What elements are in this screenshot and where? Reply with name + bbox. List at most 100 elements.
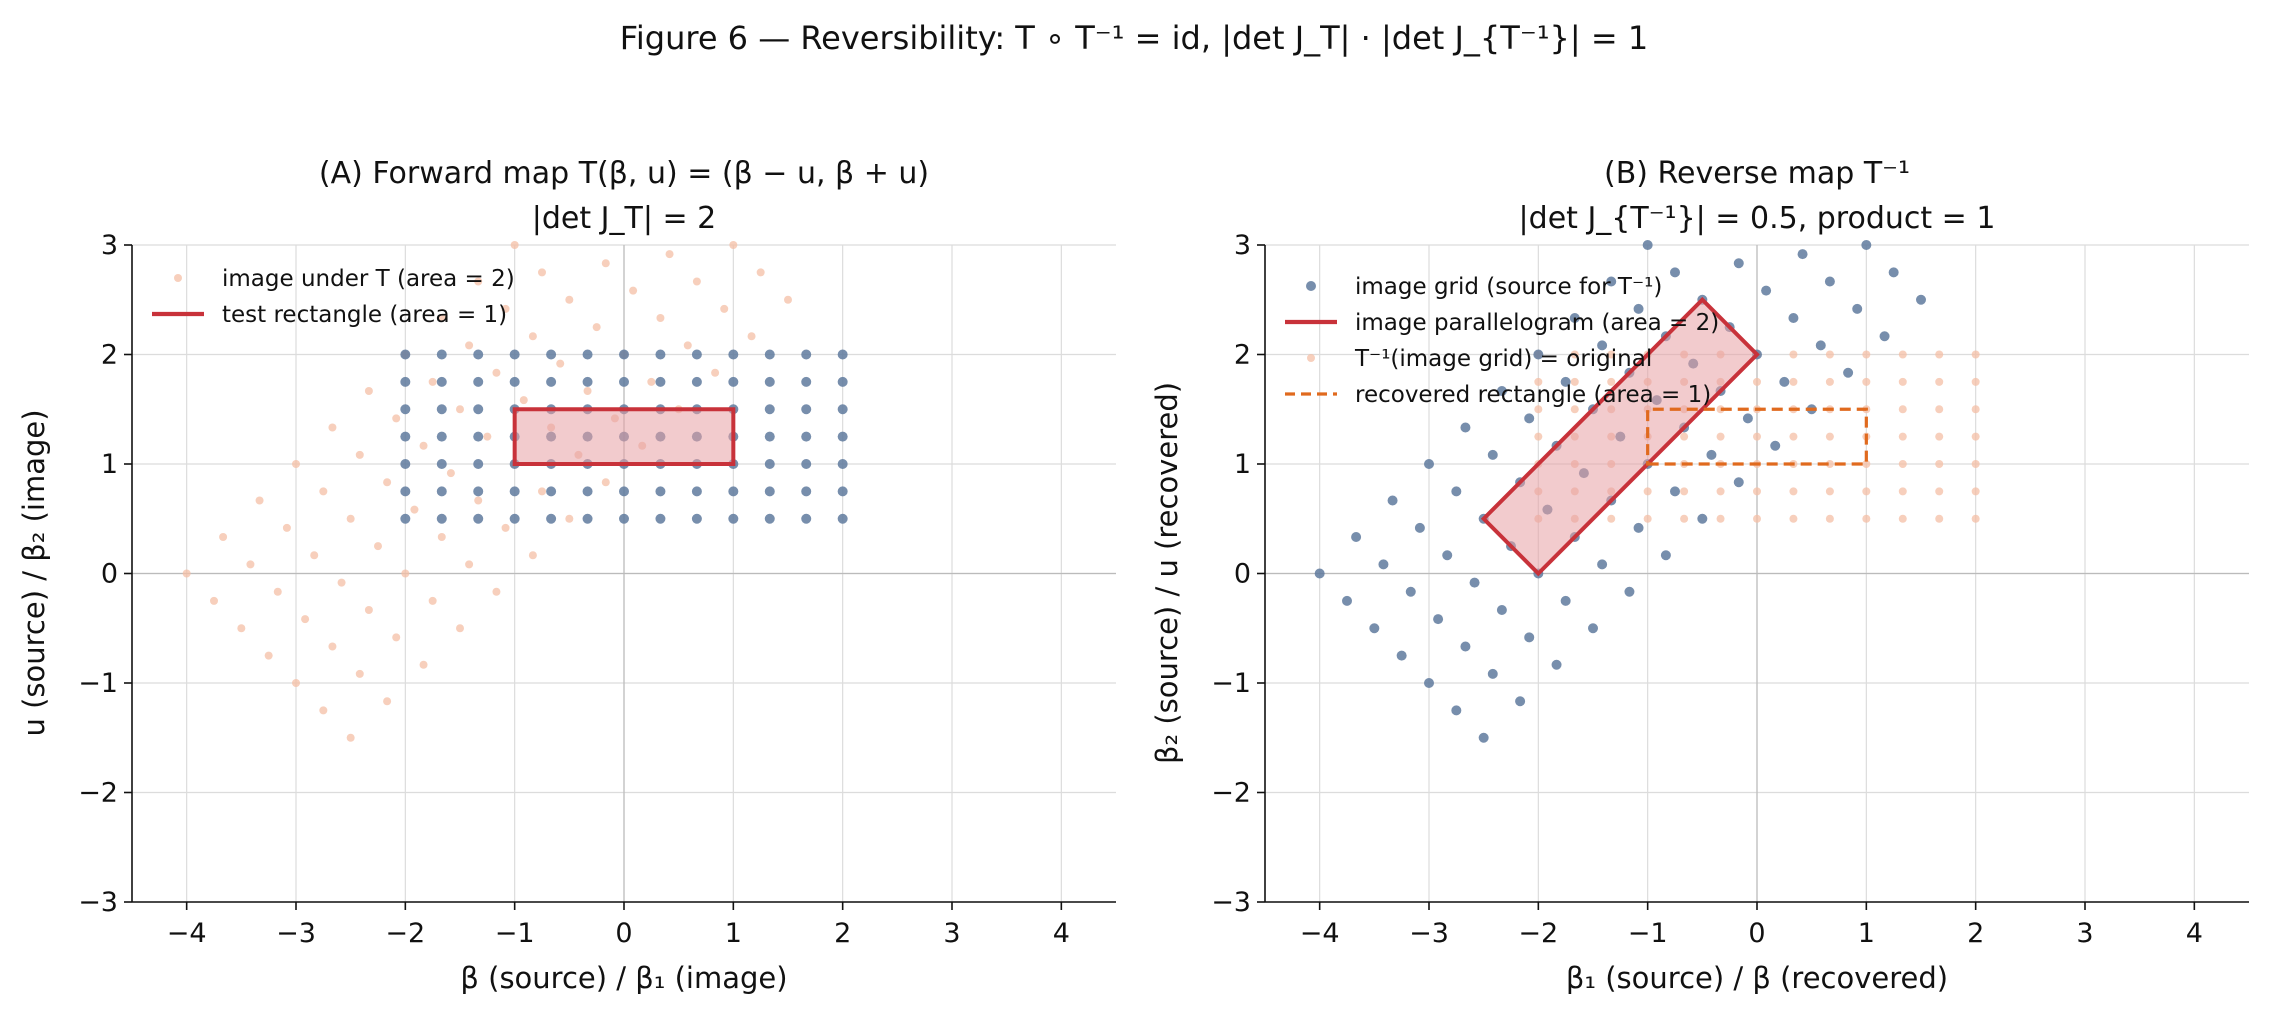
grid-point [837,431,848,442]
grid-point [1761,285,1772,296]
grid-point [473,513,484,524]
x-tick-label: −3 [276,918,316,949]
grid-point [1496,385,1507,396]
image-point [711,368,720,377]
image-point [392,414,401,423]
grid-point [1733,477,1744,488]
image-point [1789,514,1798,523]
x-tick-label: 4 [2186,918,2203,949]
y-tick-label: 2 [101,340,118,371]
grid-point [509,376,520,387]
image-point [556,359,565,368]
grid-point [1460,422,1471,433]
grid-point [436,513,447,524]
image-point [1862,487,1871,496]
grid-point [1742,413,1753,424]
image-point [483,432,492,441]
image-point [1607,350,1616,359]
grid-point [546,513,557,524]
image-point [1971,377,1980,386]
image-point [301,615,310,624]
image-point [1753,377,1761,386]
grid-point [1588,623,1598,634]
panel-b-xlabel: β₁ (source) / β (recovered) [1566,961,1948,995]
image-point [456,405,464,414]
image-point [1753,432,1761,441]
image-point [1862,514,1871,523]
grid-point [1861,240,1872,250]
y-tick-label: 3 [1234,230,1251,261]
image-point [1862,350,1871,359]
grid-point [655,349,666,360]
legend-label: recovered rectangle (area = 1) [1355,382,1711,408]
grid-point [1879,331,1890,342]
y-tick-label: −2 [1211,778,1251,809]
grid-point [1451,705,1462,716]
image-point [319,706,328,715]
x-tick-label: 1 [1858,918,1875,949]
image-point [1898,432,1907,441]
grid-point [619,376,629,387]
y-tick-label: 1 [101,449,118,480]
grid-point [1424,459,1434,469]
grid-point [1633,522,1644,533]
grid-point [1733,258,1744,269]
panel-b-grid [1265,244,2249,903]
image-point [237,624,246,633]
grid-point [400,349,411,360]
grid-point [837,459,848,469]
panel-b: (B) Reverse map T⁻¹ |det J_{T⁻¹}| = 0.5,… [1150,156,2249,995]
image-point [364,386,373,395]
image-point [383,478,392,487]
y-tick-label: −2 [78,778,118,809]
image-point [1534,405,1543,414]
panel-b-axes: −4 −3 −2 −1 0 1 2 3 4 −3 −2 −1 0 1 2 3 [1211,230,2249,949]
grid-point [1342,595,1352,606]
image-point [510,241,519,249]
grid-point [837,486,848,497]
grid-point [1351,532,1362,543]
grid-point [764,486,775,497]
image-point [1570,405,1579,414]
x-tick-label: −2 [385,918,425,949]
y-tick-label: 2 [1234,340,1251,371]
grid-point [1697,513,1708,524]
legend-marker [1307,354,1315,362]
image-point [492,587,501,596]
grid-point [509,349,520,360]
grid-point [801,376,812,387]
image-point [1935,487,1944,496]
grid-point [436,486,447,497]
image-point [1570,350,1579,359]
grid-point [801,349,812,360]
grid-point [582,513,593,524]
x-tick-label: −1 [1628,918,1668,949]
image-point [592,323,601,332]
grid-point [1442,550,1453,561]
grid-point [473,431,484,442]
image-point [692,277,701,286]
x-tick-label: 4 [1053,918,1070,949]
image-point [328,642,337,651]
grid-point [1460,641,1471,652]
grid-point [728,513,739,524]
grid-point [619,486,629,497]
grid-point [1551,659,1562,670]
grid-point [546,376,557,387]
image-point [1935,514,1944,523]
grid-point [1560,376,1571,387]
image-point [1789,432,1798,441]
grid-point [436,376,447,387]
grid-point [801,486,812,497]
image-point [1680,514,1689,523]
image-point [437,314,446,323]
grid-point [801,431,812,442]
grid-point [1606,276,1617,287]
image-point [1898,487,1907,496]
image-point [1971,460,1980,468]
image-point [428,596,437,605]
grid-point [1624,586,1635,597]
image-point [1680,487,1689,496]
image-point [465,341,474,350]
grid-point [1660,550,1671,561]
